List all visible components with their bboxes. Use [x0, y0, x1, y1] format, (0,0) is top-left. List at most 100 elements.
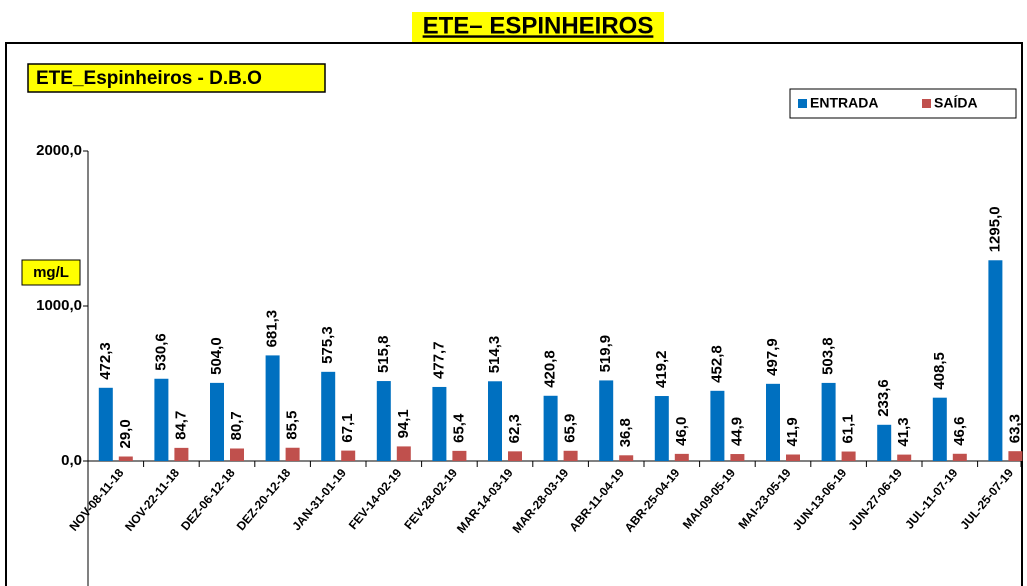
bar — [543, 395, 558, 461]
x-tick-label: DEZ-06-12-18 — [178, 466, 238, 533]
legend-label: SAÍDA — [934, 95, 978, 111]
bar — [230, 448, 244, 461]
value-label: 519,9 — [597, 335, 614, 373]
x-tick-label: MAI-23-05-19 — [735, 466, 794, 532]
x-tick-label: JUN-27-06-19 — [845, 466, 905, 533]
bar — [710, 390, 725, 461]
value-label: 41,9 — [784, 417, 801, 446]
value-label: 504,0 — [208, 337, 225, 375]
value-label: 515,8 — [375, 336, 392, 374]
value-label: 420,8 — [542, 350, 559, 388]
value-label: 233,6 — [875, 379, 892, 417]
x-tick-label: ABR-11-04-19 — [566, 466, 627, 535]
x-tick-label: NOV-08-11-18 — [66, 466, 126, 534]
bar — [321, 371, 336, 461]
bar — [1008, 451, 1023, 461]
x-tick-label: JUL-11-07-19 — [902, 466, 961, 532]
value-label: 497,9 — [764, 338, 781, 376]
bar — [988, 260, 1003, 461]
y-tick-label: 0,0 — [61, 452, 82, 469]
title-background — [412, 12, 664, 42]
bar — [932, 397, 947, 461]
bar — [98, 387, 113, 461]
legend-swatch — [922, 99, 931, 108]
bar — [452, 450, 467, 461]
x-tick-label: JUL-25-07-19 — [957, 466, 1016, 532]
bar — [396, 446, 411, 461]
y-tick-label: 1000,0 — [36, 297, 82, 314]
bar — [599, 380, 614, 461]
value-label: 41,3 — [895, 417, 912, 446]
bar — [952, 453, 967, 461]
bar — [118, 456, 133, 461]
value-label: 85,5 — [284, 411, 301, 440]
value-label: 452,8 — [708, 345, 725, 383]
chart-subtitle: ETE_Espinheiros - D.B.O — [36, 68, 262, 89]
x-tick-label: NOV-22-11-18 — [122, 466, 182, 534]
x-tick-label: FEV-14-02-19 — [346, 466, 405, 532]
value-label: 514,3 — [486, 336, 503, 374]
value-label: 472,3 — [97, 342, 114, 380]
x-tick-label: FEV-28-02-19 — [401, 466, 460, 532]
x-tick-label: JAN-31-01-19 — [289, 466, 349, 533]
value-label: 65,9 — [562, 414, 579, 443]
x-tick-label: ABR-25-04-19 — [622, 466, 683, 535]
value-label: 61,1 — [840, 414, 857, 443]
value-label: 419,2 — [653, 350, 670, 388]
value-label: 477,7 — [430, 341, 447, 379]
bar — [508, 451, 522, 461]
value-label: 62,3 — [506, 414, 523, 443]
y-tick-label: 2000,0 — [36, 142, 82, 159]
value-label: 80,7 — [228, 411, 245, 440]
subtitle-box — [27, 63, 326, 93]
value-label: 44,9 — [728, 417, 745, 446]
value-label: 408,5 — [931, 352, 948, 390]
bar — [432, 386, 447, 461]
bar — [619, 455, 634, 461]
bar — [730, 454, 745, 461]
legend-swatch — [798, 99, 807, 108]
bar — [265, 355, 280, 461]
value-label: 681,3 — [264, 310, 281, 348]
x-tick-label: JUN-13-06-19 — [790, 466, 850, 533]
x-tick-label: DEZ-20-12-18 — [234, 466, 294, 533]
value-label: 29,0 — [117, 419, 134, 448]
value-label: 94,1 — [395, 409, 412, 438]
x-tick-label: MAR-14-03-19 — [454, 466, 516, 536]
bar — [174, 447, 189, 461]
value-label: 503,8 — [820, 337, 837, 375]
bar — [897, 454, 912, 461]
legend-label: ENTRADA — [810, 95, 878, 111]
chart-frame — [5, 42, 1023, 586]
x-tick-label: MAR-28-03-19 — [510, 466, 572, 536]
bar — [376, 381, 391, 461]
bar — [674, 453, 689, 461]
value-label: 530,6 — [152, 333, 169, 371]
value-label: 84,7 — [172, 411, 189, 440]
value-label: 1295,0 — [986, 206, 1003, 252]
bar — [841, 451, 856, 461]
chart-title: ETE– ESPINHEIROS — [423, 12, 654, 39]
bar — [654, 396, 669, 461]
bar — [877, 424, 892, 461]
bar — [154, 378, 169, 461]
legend-box — [789, 88, 1017, 119]
bar — [210, 382, 224, 461]
bar — [488, 381, 502, 461]
bar — [285, 447, 300, 461]
bar — [786, 454, 800, 461]
bar — [341, 450, 356, 461]
bar — [821, 382, 836, 461]
x-tick-label: MAI-09-05-19 — [680, 466, 739, 532]
value-label: 63,3 — [1006, 414, 1023, 443]
bar — [766, 383, 780, 461]
y-axis-label: mg/L — [33, 264, 69, 281]
value-label: 46,6 — [951, 417, 968, 446]
bar — [563, 450, 578, 461]
value-label: 36,8 — [617, 418, 634, 447]
value-label: 67,1 — [339, 413, 356, 442]
value-label: 575,3 — [319, 326, 336, 364]
y-label-box — [21, 259, 81, 286]
value-label: 46,0 — [673, 417, 690, 446]
